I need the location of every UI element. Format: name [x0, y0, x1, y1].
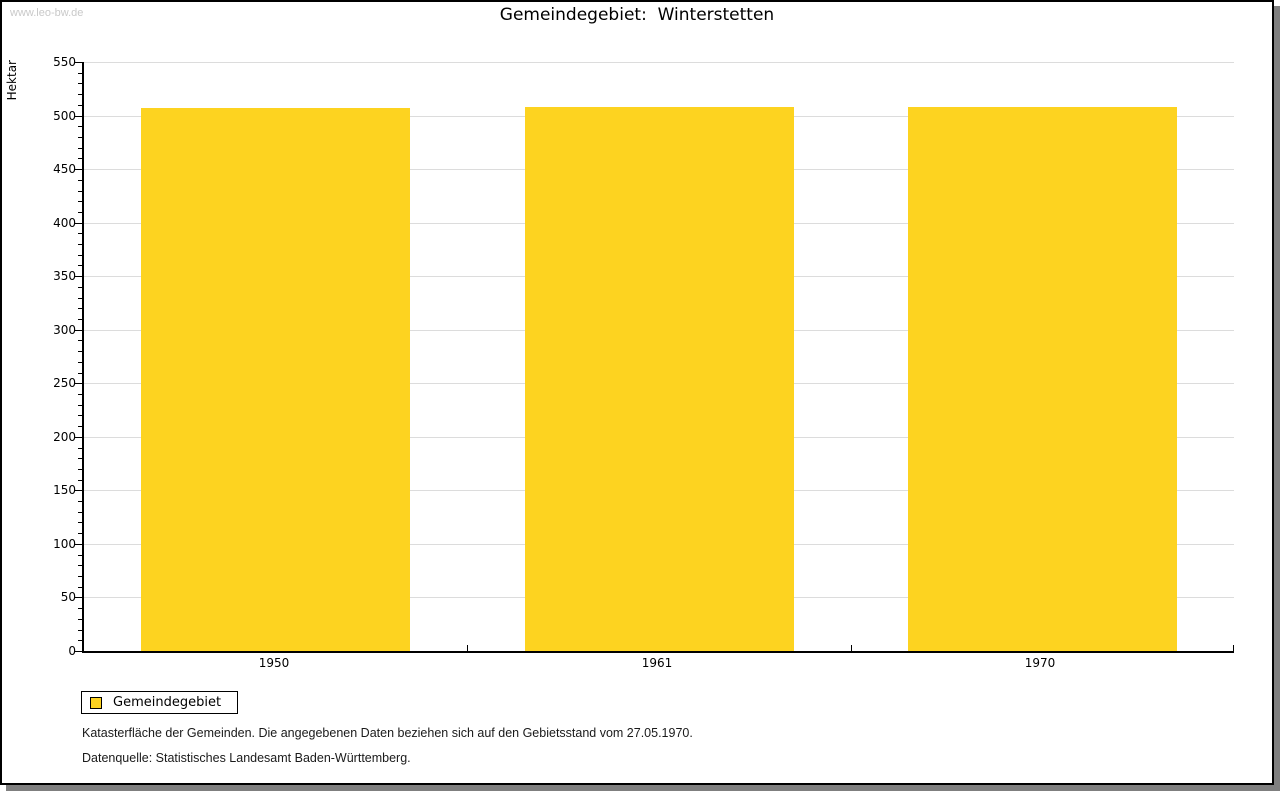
- y-axis-tick-label: 150: [53, 483, 76, 497]
- y-axis-minor-tick: [78, 73, 82, 74]
- y-axis-major-tick: [75, 223, 82, 224]
- y-axis-minor-tick: [78, 415, 82, 416]
- y-axis-minor-tick: [78, 448, 82, 449]
- bar: [908, 107, 1177, 651]
- y-axis-minor-tick: [78, 180, 82, 181]
- y-axis-minor-tick: [78, 201, 82, 202]
- y-axis-minor-tick: [78, 619, 82, 620]
- y-axis-minor-tick: [78, 469, 82, 470]
- y-axis-tick-label: 500: [53, 109, 76, 123]
- y-axis-minor-tick: [78, 233, 82, 234]
- y-axis-tick-label: 100: [53, 537, 76, 551]
- y-axis-tick-label: 550: [53, 55, 76, 69]
- y-axis-major-tick: [75, 330, 82, 331]
- y-axis-tick-label: 300: [53, 323, 76, 337]
- y-axis-minor-tick: [78, 640, 82, 641]
- y-axis-minor-tick: [78, 158, 82, 159]
- y-axis-tick-labels: 0 50 100 150 200 250 300 350 400 450 500 550: [2, 55, 76, 658]
- y-axis-minor-tick: [78, 458, 82, 459]
- y-axis-minor-tick: [78, 105, 82, 106]
- y-axis-minor-tick: [78, 308, 82, 309]
- y-axis-major-tick: [75, 116, 82, 117]
- y-axis-major-tick: [75, 651, 82, 652]
- y-axis-minor-tick: [78, 137, 82, 138]
- y-axis-major-tick: [75, 169, 82, 170]
- legend-label: Gemeindegebiet: [113, 695, 222, 710]
- x-axis-end-tick: [1233, 645, 1234, 651]
- y-axis-minor-tick: [78, 340, 82, 341]
- y-axis-minor-tick: [78, 191, 82, 192]
- y-axis-major-tick: [75, 597, 82, 598]
- y-axis-minor-tick: [78, 94, 82, 95]
- y-axis-major-tick: [75, 383, 82, 384]
- watermark: www.leo-bw.de: [10, 7, 84, 19]
- y-axis-minor-tick: [78, 287, 82, 288]
- y-axis-minor-tick: [78, 480, 82, 481]
- y-axis-minor-tick: [78, 148, 82, 149]
- legend-swatch: [90, 696, 102, 709]
- y-axis-tick-label: 200: [53, 430, 76, 444]
- y-axis-minor-tick: [78, 405, 82, 406]
- y-axis-minor-tick: [78, 555, 82, 556]
- x-axis-boundary-tick: [467, 645, 468, 651]
- y-axis-minor-tick: [78, 512, 82, 513]
- y-axis-major-tick: [75, 62, 82, 63]
- y-axis-minor-tick: [78, 373, 82, 374]
- x-axis-tick-label: 1970: [1024, 656, 1056, 670]
- y-axis-minor-tick: [78, 522, 82, 523]
- y-axis-tick-label: 400: [53, 216, 76, 230]
- x-axis-boundary-tick: [851, 645, 852, 651]
- x-axis-tick-label: 1961: [641, 656, 673, 670]
- y-axis-major-tick: [75, 544, 82, 545]
- y-axis-minor-tick: [78, 565, 82, 566]
- y-axis-minor-tick: [78, 255, 82, 256]
- y-axis-minor-tick: [78, 212, 82, 213]
- y-axis-minor-tick: [78, 630, 82, 631]
- chart-title: Gemeindegebiet: Winterstetten: [499, 5, 775, 25]
- y-axis-tick-label: 350: [53, 269, 76, 283]
- y-axis-minor-tick: [78, 244, 82, 245]
- y-axis-tick-label: 50: [60, 590, 76, 604]
- y-axis-major-tick: [75, 490, 82, 491]
- y-axis-minor-tick: [78, 608, 82, 609]
- y-axis-minor-tick: [78, 126, 82, 127]
- y-axis-minor-tick: [78, 587, 82, 588]
- y-axis-minor-tick: [78, 362, 82, 363]
- y-axis-minor-tick: [78, 394, 82, 395]
- y-axis-minor-tick: [78, 298, 82, 299]
- bar: [141, 108, 410, 651]
- y-axis-minor-tick: [78, 426, 82, 427]
- footnote-datenquelle: Datenquelle: Statistisches Landesamt Bad…: [82, 751, 411, 765]
- y-axis-major-tick: [75, 276, 82, 277]
- x-axis-tick-labels: 1950 1961 1970: [82, 656, 1232, 674]
- plot-area: [75, 62, 1234, 653]
- x-axis-tick-label: 1950: [258, 656, 290, 670]
- y-axis-minor-tick: [78, 265, 82, 266]
- footnote-gebietsstand: Katasterfläche der Gemeinden. Die angege…: [82, 726, 693, 740]
- legend: Gemeindegebiet: [81, 691, 239, 714]
- y-axis-minor-tick: [78, 83, 82, 84]
- y-axis-tick-label: 450: [53, 162, 76, 176]
- y-axis-major-tick: [75, 437, 82, 438]
- y-axis-minor-tick: [78, 576, 82, 577]
- y-axis-tick-label: 0: [68, 644, 76, 658]
- y-axis-minor-tick: [78, 351, 82, 352]
- y-axis-minor-tick: [78, 533, 82, 534]
- y-axis-minor-tick: [78, 501, 82, 502]
- y-axis-minor-tick: [78, 319, 82, 320]
- bar: [525, 107, 794, 651]
- y-axis-tick-label: 250: [53, 376, 76, 390]
- gridline: [84, 62, 1234, 63]
